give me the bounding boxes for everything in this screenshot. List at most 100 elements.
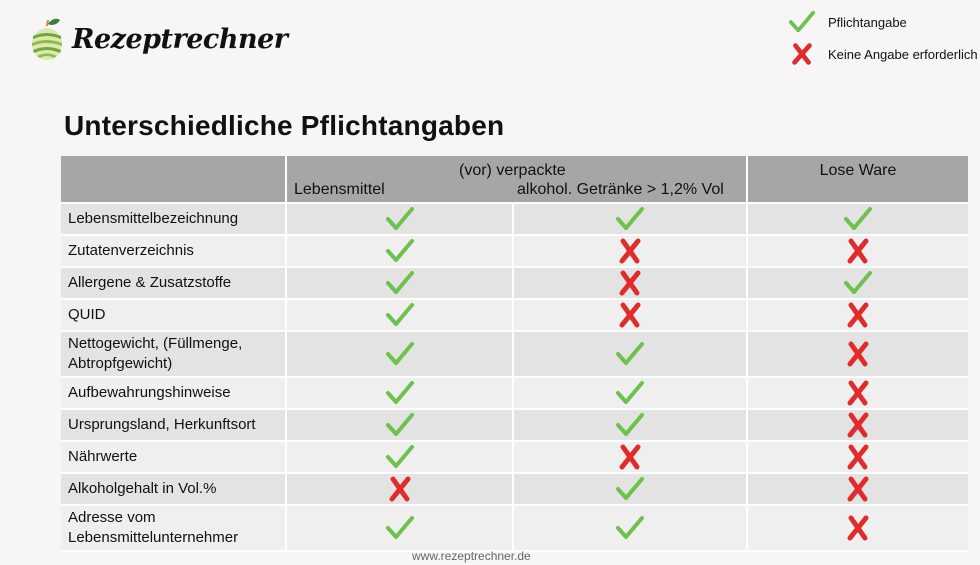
check-icon [844, 271, 872, 294]
check-icon [385, 207, 414, 230]
row-label: Nettogewicht, (Füllmenge, Abtropfgewicht… [61, 332, 287, 376]
mark-cell [748, 236, 968, 266]
check-icon [385, 516, 414, 539]
page-title: Unterschiedliche Pflichtangaben [64, 110, 505, 141]
table-row: QUID [61, 300, 968, 332]
row-label: Alkoholgehalt in Vol.% [61, 474, 287, 504]
table-row: Nettogewicht, (Füllmenge, Abtropfgewicht… [61, 332, 968, 378]
mark-cell [287, 410, 514, 440]
requirements-table: (vor) verpackte Lebensmittel alkohol. Ge… [61, 156, 968, 552]
legend-label: Keine Angabe erforderlich [828, 46, 978, 62]
cross-icon [847, 515, 869, 541]
header-cell-packaged [287, 156, 748, 202]
table-row: Lebensmittelbezeichnung [61, 204, 968, 236]
check-icon [385, 303, 414, 326]
apple-icon [32, 18, 62, 60]
mark-cell [514, 506, 748, 550]
legend-item-not-required: Keine Angabe erforderlich [788, 38, 978, 70]
cross-icon [847, 341, 869, 367]
cross-icon [847, 476, 869, 502]
mark-cell [748, 474, 968, 504]
mark-cell [748, 378, 968, 408]
mark-cell [287, 204, 514, 234]
check-icon [385, 342, 414, 365]
row-label: Lebensmittelbezeichnung [61, 204, 287, 234]
cross-icon [619, 270, 641, 296]
row-label: Aufbewahrungshinweise [61, 378, 287, 408]
mark-cell [514, 474, 748, 504]
cross-icon [619, 444, 641, 470]
mark-cell [514, 442, 748, 472]
cross-icon [389, 476, 410, 502]
table-row: Adresse vom Lebensmittelunternehmer [61, 506, 968, 552]
legend: Pflichtangabe Keine Angabe erforderlich [788, 6, 978, 70]
header-lose-ware: Lose Ware [819, 162, 897, 179]
table-header: (vor) verpackte Lebensmittel alkohol. Ge… [61, 156, 968, 204]
header-group-label: (vor) verpackte [459, 162, 566, 179]
check-icon [788, 10, 816, 33]
mark-cell [287, 268, 514, 298]
row-label: Adresse vom Lebensmittelunternehmer [61, 506, 287, 550]
mark-cell [748, 332, 968, 376]
header-lebensmittel: Lebensmittel [294, 181, 385, 198]
check-icon [385, 381, 414, 404]
mark-cell [514, 332, 748, 376]
mark-cell [748, 268, 968, 298]
mark-cell [514, 378, 748, 408]
check-icon [616, 342, 644, 365]
footer-url: www.rezeptrechner.de [412, 549, 531, 563]
mark-cell [287, 332, 514, 376]
cross-icon [847, 444, 869, 470]
mark-cell [514, 410, 748, 440]
mark-cell [748, 300, 968, 330]
check-icon [385, 271, 414, 294]
mark-cell [748, 204, 968, 234]
check-icon [385, 445, 414, 468]
mark-cell [287, 506, 514, 550]
mark-cell [748, 506, 968, 550]
row-label: Nährwerte [61, 442, 287, 472]
cross-icon [847, 412, 869, 438]
cross-icon [847, 302, 869, 328]
table-row: Aufbewahrungshinweise [61, 378, 968, 410]
row-label: Allergene & Zusatzstoffe [61, 268, 287, 298]
row-label: Zutatenverzeichnis [61, 236, 287, 266]
table-row: Zutatenverzeichnis [61, 236, 968, 268]
mark-cell [514, 204, 748, 234]
table-row: Ursprungsland, Herkunftsort [61, 410, 968, 442]
brand-logo: Rezeptrechner [30, 16, 288, 62]
check-icon [616, 413, 644, 436]
table-row: Alkoholgehalt in Vol.% [61, 474, 968, 506]
cross-icon [792, 43, 812, 65]
cross-icon [619, 302, 641, 328]
mark-cell [514, 268, 748, 298]
table-row: Nährwerte [61, 442, 968, 474]
check-icon [385, 413, 414, 436]
check-icon [616, 381, 644, 404]
mark-cell [287, 474, 514, 504]
check-icon [616, 207, 644, 230]
table-body: Lebensmittelbezeichnung Zutatenverzeichni… [61, 204, 968, 552]
row-label: Ursprungsland, Herkunftsort [61, 410, 287, 440]
check-icon [616, 516, 644, 539]
brand-name: Rezeptrechner [72, 23, 288, 55]
mark-cell [514, 300, 748, 330]
row-label: QUID [61, 300, 287, 330]
header-cell-empty [61, 156, 287, 202]
mark-cell [748, 410, 968, 440]
cross-icon [847, 380, 869, 406]
cross-icon [847, 238, 869, 264]
table-row: Allergene & Zusatzstoffe [61, 268, 968, 300]
mark-cell [748, 442, 968, 472]
mark-cell [287, 236, 514, 266]
mark-cell [514, 236, 748, 266]
check-icon [616, 477, 644, 500]
mark-cell [287, 442, 514, 472]
legend-item-required: Pflichtangabe [788, 6, 978, 38]
check-icon [844, 207, 872, 230]
legend-label: Pflichtangabe [828, 14, 907, 30]
check-icon [385, 239, 414, 262]
mark-cell [287, 300, 514, 330]
cross-icon [619, 238, 641, 264]
mark-cell [287, 378, 514, 408]
